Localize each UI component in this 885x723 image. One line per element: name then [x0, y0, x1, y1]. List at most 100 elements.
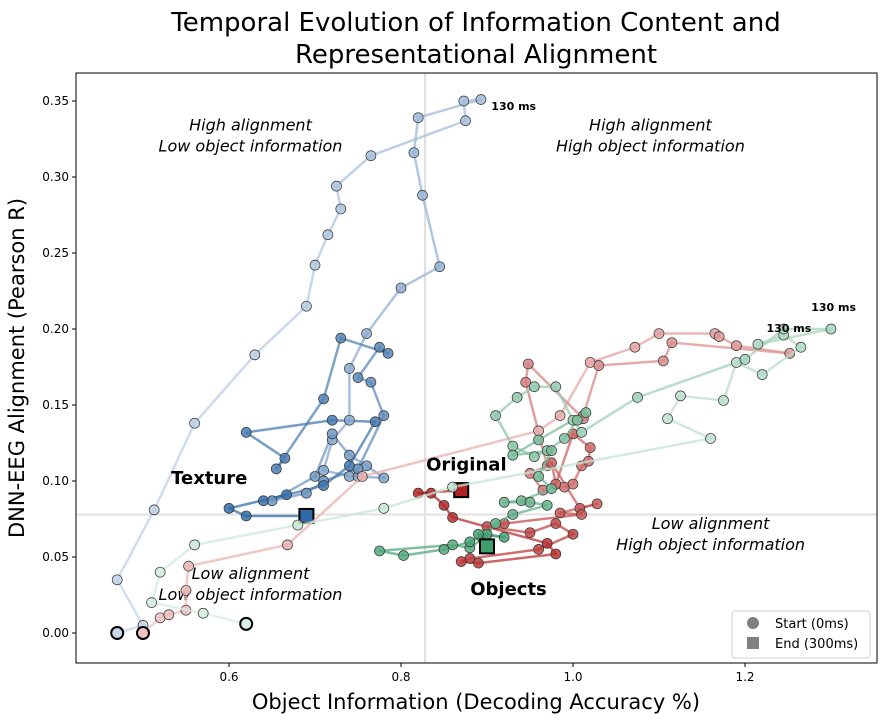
trajectory-segment	[201, 611, 248, 626]
data-point	[507, 449, 519, 461]
data-point	[281, 489, 292, 501]
data-point	[675, 390, 686, 402]
data-point	[154, 566, 166, 578]
chart-title-line-2: Representational Alignment	[295, 40, 657, 70]
data-point	[584, 442, 596, 453]
data-point	[322, 229, 334, 241]
data-point	[666, 337, 678, 349]
trajectory-segment	[494, 414, 515, 448]
trajectory-segment	[244, 418, 334, 434]
trajectory-segment	[227, 493, 288, 510]
y-tick-label: 0.15	[42, 398, 69, 412]
data-point	[473, 528, 484, 540]
data-point	[520, 376, 532, 388]
chart-title-line-1: Temporal Evolution of Information Conten…	[170, 8, 780, 38]
condition-label-original: Original	[426, 454, 507, 475]
trajectory-segment	[554, 385, 575, 422]
data-point	[223, 503, 235, 514]
data-point	[533, 471, 544, 482]
data-point	[546, 445, 557, 456]
data-point	[335, 332, 347, 344]
data-point	[282, 539, 293, 551]
data-point	[458, 95, 470, 107]
data-point	[292, 519, 304, 531]
data-point	[447, 539, 458, 551]
data-point	[567, 528, 579, 540]
trajectory-segment	[348, 332, 368, 370]
end-point-square	[298, 507, 315, 524]
data-point	[490, 518, 501, 529]
data-point	[318, 393, 329, 405]
data-point	[412, 112, 424, 124]
data-point	[189, 417, 200, 429]
data-point	[408, 147, 420, 159]
trajectory-segment	[253, 304, 308, 357]
data-point	[240, 510, 252, 522]
trajectory-segment	[348, 420, 377, 468]
data-point	[533, 425, 544, 437]
trajectory-segment	[502, 513, 583, 525]
end-point-square	[479, 538, 495, 555]
data-point	[778, 323, 790, 335]
trajectory-segment	[369, 119, 467, 157]
trajectory-segment	[286, 475, 364, 547]
peak-label-original: 130 ms	[767, 322, 812, 335]
quadrant-label: High alignment	[589, 116, 712, 135]
data-point	[473, 557, 484, 569]
y-tick-label: 0.05	[42, 550, 69, 564]
quadrant-label: High object information	[556, 137, 745, 156]
trajectory-segment	[244, 431, 287, 460]
data-point	[374, 341, 385, 353]
data-point	[550, 381, 562, 393]
legend-box	[731, 610, 871, 659]
data-point	[374, 545, 385, 557]
condition-label-objects: Objects	[470, 579, 547, 600]
x-tick-label: 0.8	[391, 670, 410, 684]
legend-end-label: End (300ms)	[775, 637, 858, 652]
data-point	[434, 261, 446, 273]
data-point	[301, 300, 312, 312]
data-point	[554, 410, 566, 421]
trajectory-segment	[365, 286, 403, 335]
data-point	[326, 414, 338, 426]
trajectory-segment	[636, 358, 747, 399]
trajectory-segment	[451, 437, 712, 489]
trajectory-segment	[193, 523, 300, 547]
data-point	[713, 331, 725, 342]
data-point	[507, 509, 519, 520]
data-point	[629, 341, 641, 353]
x-tick-label: 0.6	[219, 670, 238, 684]
legend: Start (0ms) End (300ms)	[731, 610, 871, 659]
data-point	[460, 115, 471, 127]
trajectory-segment	[743, 327, 785, 361]
trajectory-original	[136, 328, 796, 640]
data-point	[567, 478, 579, 490]
data-point	[163, 609, 175, 621]
trajectory-segment	[335, 154, 373, 188]
data-point	[653, 328, 665, 339]
quadrant-label: High alignment	[189, 116, 312, 135]
y-tick-label: 0.00	[42, 626, 69, 640]
data-point	[580, 407, 592, 418]
condition-label-texture: Texture	[171, 468, 247, 489]
quadrant-label: Low alignment	[192, 564, 310, 583]
data-point	[498, 531, 510, 543]
trajectory-segment	[597, 359, 665, 367]
trajectory-segment	[468, 548, 540, 560]
trajectory-segment	[150, 601, 205, 615]
trajectory-segment	[322, 467, 360, 483]
reference-lines	[76, 73, 877, 663]
data-point	[369, 416, 381, 428]
data-point	[662, 413, 673, 425]
data-point	[756, 369, 768, 380]
quadrant-label: Low object information	[159, 137, 343, 156]
trajectory-segment	[369, 380, 386, 417]
condition-labels: Texture 130 ms Original 130 ms Objects 130 ms	[171, 100, 856, 600]
data-point	[378, 472, 390, 484]
data-point	[498, 496, 510, 508]
data-point	[344, 363, 355, 374]
trajectory-segment	[115, 578, 145, 627]
trajectory-segment	[421, 193, 441, 268]
trajectory-segment	[382, 485, 454, 510]
data-point	[344, 460, 355, 472]
